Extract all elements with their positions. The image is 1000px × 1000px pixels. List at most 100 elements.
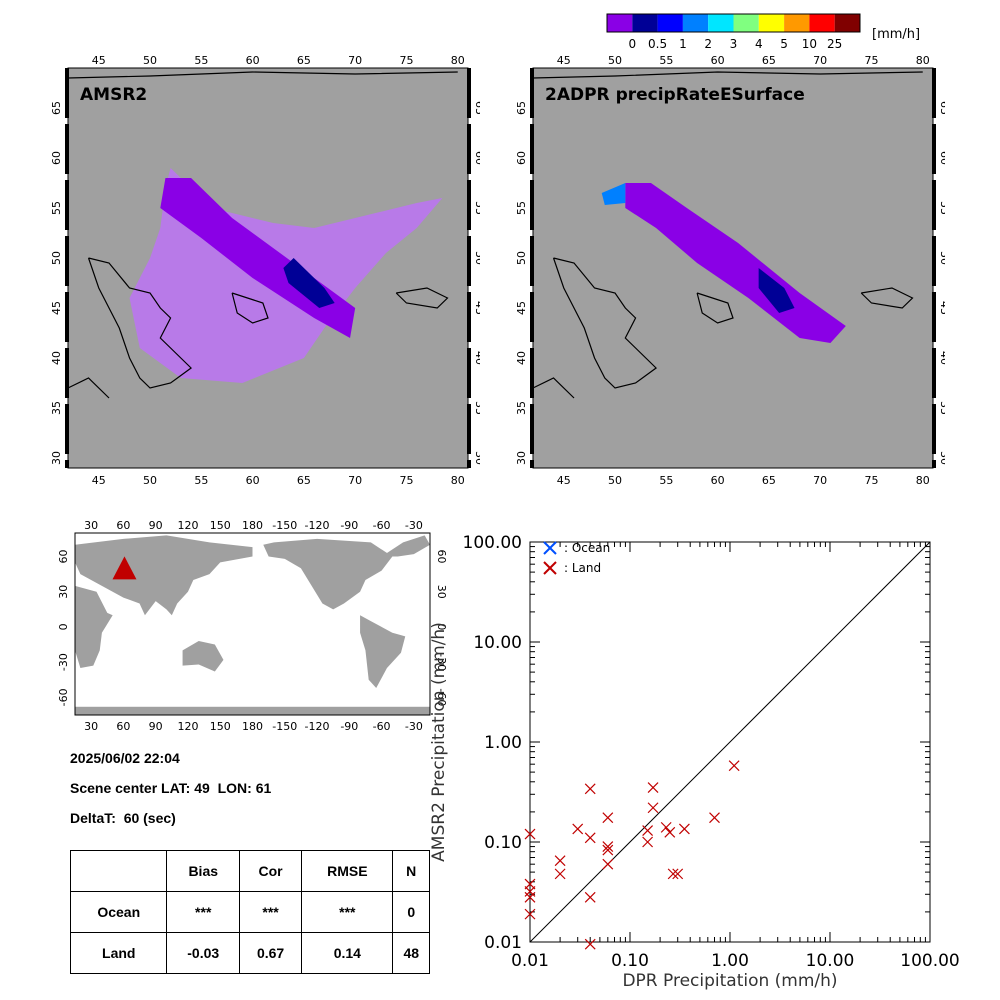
data-point — [554, 855, 566, 867]
delta-t: DeltaT: 60 (sec) — [70, 810, 176, 826]
data-point-stroke — [584, 783, 596, 795]
globe-lon-tick: 60 — [116, 720, 130, 733]
globe-lon-tick: 180 — [242, 720, 263, 733]
colorbar-tick-label: 4 — [755, 37, 763, 51]
lon-tick-label: 50 — [608, 474, 622, 487]
globe-lon-tick: 120 — [177, 519, 198, 532]
data-point-stroke — [572, 823, 584, 835]
lat-tick-label: 65 — [50, 101, 63, 115]
scene-datetime: 2025/06/02 22:04 — [70, 750, 180, 766]
data-point-stroke — [524, 908, 536, 920]
data-point — [709, 812, 720, 824]
lon-tick-label: 80 — [916, 54, 930, 67]
lat-tick-label: 65 — [515, 101, 528, 115]
colorbar-swatch — [784, 14, 810, 32]
x-tick-label: 0.10 — [611, 951, 649, 971]
lon-tick-label: 80 — [451, 474, 465, 487]
data-point — [584, 783, 596, 795]
data-point — [524, 891, 536, 903]
data-point — [660, 821, 672, 833]
colorbar-tick-label: 5 — [780, 37, 788, 51]
colorbar-tick-label: 1 — [679, 37, 687, 51]
globe-frame — [74, 532, 431, 716]
globe-lon-tick: -30 — [405, 519, 423, 532]
coastline — [87, 257, 193, 389]
data-point-stroke — [642, 825, 654, 837]
lat-tick-label: 30 — [473, 451, 480, 465]
scene-location-marker — [112, 556, 137, 580]
lat-tick-label: 30 — [938, 451, 945, 465]
lon-tick-label: 70 — [813, 54, 827, 67]
colorbar-tick-label: 0.5 — [648, 37, 667, 51]
data-point-stroke — [642, 836, 654, 848]
lat-tick-label: 30 — [50, 451, 63, 465]
lat-tick-label: 40 — [473, 351, 480, 365]
lat-tick-label: 60 — [473, 151, 480, 165]
lat-tick-label: 45 — [473, 301, 480, 315]
colorbar-tick-label: 2 — [704, 37, 712, 51]
lat-tick-label: 40 — [515, 351, 528, 365]
lat-tick-label: 50 — [50, 251, 63, 265]
legend-marker — [543, 541, 557, 555]
lat-tick-label: 40 — [50, 351, 63, 365]
lon-tick-label: 55 — [194, 54, 208, 67]
coastline — [532, 377, 575, 399]
stats-cell: *** — [301, 891, 394, 933]
legend-label: : Ocean — [564, 541, 610, 555]
stats-cell: 0.14 — [301, 932, 394, 974]
lat-tick-label: 50 — [938, 251, 945, 265]
data-point — [602, 812, 614, 824]
stats-cell: -0.03 — [166, 932, 240, 974]
globe-lat-tick: -30 — [57, 653, 70, 671]
stats-cell: 0.67 — [238, 932, 303, 974]
globe-lat-tick: -60 — [57, 688, 70, 706]
dpr-map: 45 45 50 50 55 55 60 60 65 65 70 70 75 75 80 80 30 30 35 35… — [515, 54, 945, 487]
data-point — [554, 868, 566, 880]
coastline — [395, 287, 449, 309]
scene-center-lon: 61 — [255, 780, 272, 796]
one-to-one-line — [529, 541, 931, 943]
data-point-stroke — [584, 832, 596, 844]
data-point — [572, 823, 584, 835]
lat-tick-label: 60 — [515, 151, 528, 165]
lon-tick-label: 70 — [813, 474, 827, 487]
colorbar: 0 0.5 1 2 3 4 5 10 25 [mm/h] — [606, 13, 920, 51]
continent — [75, 585, 113, 669]
lon-tick-label: 50 — [608, 54, 622, 67]
map-title: 2ADPR precipRateESurface — [545, 85, 805, 105]
lon-tick-label: 65 — [762, 54, 776, 67]
colorbar-tick-label: 3 — [730, 37, 738, 51]
coastline — [696, 292, 734, 324]
data-point — [664, 826, 676, 838]
data-point-stroke — [524, 886, 536, 897]
scatter-plot: 0.01 0.10 1.00 10.00 100.00 0.01 0.10 1.00 10.00… — [429, 533, 960, 990]
globe-lon-tick: 30 — [84, 519, 98, 532]
globe-lon-tick: 150 — [210, 720, 231, 733]
data-point-stroke — [667, 868, 679, 880]
lat-tick-label: 45 — [50, 301, 63, 315]
colorbar-unit: [mm/h] — [872, 27, 920, 42]
globe-lon-tick: 60 — [116, 519, 130, 532]
globe-lon-tick: -90 — [340, 519, 358, 532]
y-tick-label: 1.00 — [484, 733, 522, 753]
globe-lon-tick: 30 — [84, 720, 98, 733]
data-point-stroke — [647, 802, 659, 814]
data-point — [524, 828, 536, 840]
lat-tick-label: 45 — [938, 301, 945, 315]
lon-tick-label: 60 — [246, 474, 260, 487]
scene-center-label: Scene center LAT: — [70, 780, 191, 796]
data-point — [584, 938, 596, 950]
lon-tick-label: 45 — [557, 54, 571, 67]
data-point-stroke — [602, 858, 614, 870]
colorbar-tick-label: 10 — [802, 37, 817, 51]
lat-tick-label: 60 — [50, 151, 63, 165]
lon-tick-label: 45 — [92, 474, 106, 487]
stats-cell: 48 — [392, 932, 430, 974]
stats-header-row: Bias Cor RMSE N — [69, 850, 430, 892]
stats-cell: *** — [238, 891, 303, 933]
stats-header-cell: N — [392, 850, 430, 892]
coastline — [532, 71, 923, 79]
colorbar-swatches — [606, 13, 861, 33]
lon-tick-label: 75 — [399, 474, 413, 487]
dpr-heavy-cells — [758, 268, 795, 313]
